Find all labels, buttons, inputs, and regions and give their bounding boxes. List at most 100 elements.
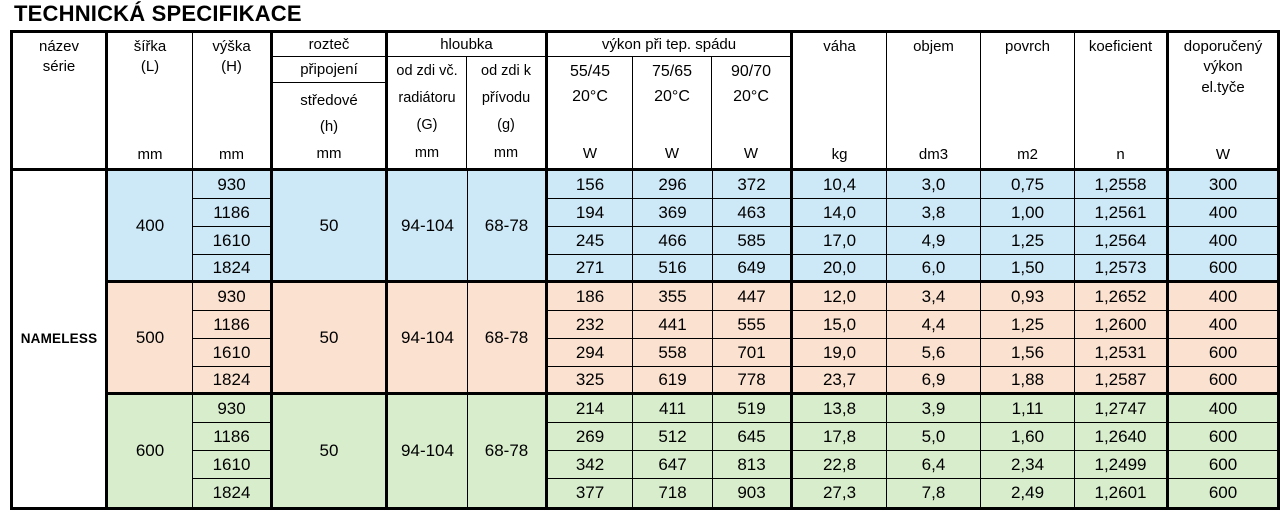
header-label-group: výška (H) (195, 37, 268, 78)
hloubka-g2-cell: 68-78 (468, 283, 548, 395)
header-label: rozteč (273, 33, 385, 57)
povrch-cell: 1,88 (981, 367, 1075, 395)
vykon-55-45-cell: 325 (548, 367, 633, 395)
vykon-90-70-cell: 813 (713, 451, 793, 479)
roztec-cell: 50 (273, 283, 388, 395)
unit-label: W (664, 144, 680, 162)
vykon-90-70-cell: 649 (713, 255, 793, 283)
koeficient-cell: 1,2561 (1075, 199, 1169, 227)
vaha-cell: 17,8 (793, 423, 887, 451)
header-label: připojení (273, 57, 385, 83)
vykon-55-45-cell: 156 (548, 171, 633, 199)
vykon-55-45-cell: 342 (548, 451, 633, 479)
koeficient-cell: 1,2587 (1075, 367, 1169, 395)
doporuceny-vykon-cell: 400 (1169, 227, 1277, 255)
header-label: série (42, 58, 76, 76)
vaha-cell: 14,0 (793, 199, 887, 227)
koeficient-cell: 1,2600 (1075, 311, 1169, 339)
header-sublabel: 20°C (654, 88, 690, 106)
povrch-cell: 1,11 (981, 395, 1075, 423)
header-label: výška (212, 38, 251, 55)
unit-label: dm3 (918, 145, 949, 163)
col-header-sirka: šířka (L) mm (108, 33, 193, 171)
koeficient-cell: 1,2531 (1075, 339, 1169, 367)
header-sublabel: (L) (140, 58, 160, 76)
koeficient-cell: 1,2652 (1075, 283, 1169, 311)
unit-label: W (1215, 145, 1231, 163)
vykon-75-65-cell: 558 (633, 339, 713, 367)
unit-label: m2 (1017, 145, 1038, 163)
hloubka-g-cell: 94-104 (388, 283, 468, 395)
vykon-90-70-cell: 903 (713, 479, 793, 507)
koeficient-cell: 1,2499 (1075, 451, 1169, 479)
header-sublabel: 20°C (733, 88, 769, 106)
col-header-od-zdi-privodu: od zdi k přívodu (g) mm (467, 57, 545, 168)
vyska-cell: 1824 (193, 255, 273, 283)
povrch-cell: 1,50 (981, 255, 1075, 283)
unit-label: W (743, 144, 759, 162)
vykon-90-70-cell: 555 (713, 311, 793, 339)
header-label: radiátoru (398, 90, 456, 107)
col-header-vykon: výkon při tep. spádu 55/45 20°C W 75/65 … (548, 33, 793, 171)
vykon-55-45-cell: 232 (548, 311, 633, 339)
vykon-55-45-cell: 186 (548, 283, 633, 311)
vaha-cell: 17,0 (793, 227, 887, 255)
povrch-cell: 1,25 (981, 227, 1075, 255)
header-label: objem (913, 38, 954, 55)
vyska-cell: 1824 (193, 367, 273, 395)
header-label-group: středové (h) mm (273, 83, 385, 168)
objem-cell: 6,0 (887, 255, 981, 283)
header-label: výkon (1203, 58, 1243, 76)
header-label: 75/65 (651, 63, 693, 80)
vaha-cell: 20,0 (793, 255, 887, 283)
vykon-75-65-cell: 441 (633, 311, 713, 339)
col-header-objem: objem dm3 (887, 33, 981, 171)
hloubka-g-cell: 94-104 (388, 171, 468, 283)
vykon-90-70-cell: 778 (713, 367, 793, 395)
sirka-cell: 400 (108, 171, 193, 283)
header-label: od zdi k (481, 63, 531, 79)
vykon-90-70-cell: 372 (713, 171, 793, 199)
vyska-cell: 1610 (193, 339, 273, 367)
vaha-cell: 19,0 (793, 339, 887, 367)
doporuceny-vykon-cell: 600 (1169, 339, 1277, 367)
vykon-75-65-cell: 466 (633, 227, 713, 255)
vaha-cell: 10,4 (793, 171, 887, 199)
objem-cell: 7,8 (887, 479, 981, 507)
vykon-55-45-cell: 269 (548, 423, 633, 451)
vykon-75-65-cell: 718 (633, 479, 713, 507)
header-label: 55/45 (569, 63, 611, 80)
spec-table: název série šířka (L) mm výška (H) mm ro… (10, 30, 1280, 510)
objem-cell: 6,4 (887, 451, 981, 479)
vaha-cell: 13,8 (793, 395, 887, 423)
header-label: váha (823, 38, 856, 55)
unit-label: mm (414, 144, 440, 161)
vykon-90-70-cell: 447 (713, 283, 793, 311)
objem-cell: 4,9 (887, 227, 981, 255)
vykon-55-45-cell: 271 (548, 255, 633, 283)
vyska-cell: 1186 (193, 423, 273, 451)
povrch-cell: 1,00 (981, 199, 1075, 227)
sirka-cell: 500 (108, 283, 193, 395)
vyska-cell: 1824 (193, 479, 273, 507)
doporuceny-vykon-cell: 600 (1169, 255, 1277, 283)
unit-label: mm (137, 145, 163, 163)
header-label: povrch (1004, 38, 1051, 55)
header-sublabel: (g) (497, 117, 515, 134)
header-sublabel: (G) (416, 117, 438, 134)
doporuceny-vykon-cell: 400 (1169, 283, 1277, 311)
objem-cell: 5,0 (887, 423, 981, 451)
header-label: přívodu (481, 90, 531, 107)
vaha-cell: 22,8 (793, 451, 887, 479)
objem-cell: 5,6 (887, 339, 981, 367)
roztec-cell: 50 (273, 395, 388, 507)
vykon-75-65-cell: 296 (633, 171, 713, 199)
unit-label: n (1116, 145, 1125, 163)
unit-label: mm (219, 145, 244, 163)
col-header-doporuceny-vykon: doporučený výkon el.tyče W (1169, 33, 1277, 171)
vykon-75-65-cell: 647 (633, 451, 713, 479)
vykon-90-70-cell: 645 (713, 423, 793, 451)
doporuceny-vykon-cell: 600 (1169, 479, 1277, 507)
vyska-cell: 1186 (193, 199, 273, 227)
